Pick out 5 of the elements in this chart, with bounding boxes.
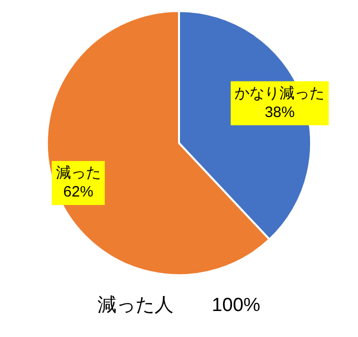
slice-label: 減った bbox=[56, 164, 101, 182]
data-label: 38% bbox=[264, 104, 295, 121]
text: 減った人 100% bbox=[98, 294, 260, 316]
data-label: 62% bbox=[63, 184, 94, 201]
slice-label: かなり減った bbox=[234, 84, 325, 102]
